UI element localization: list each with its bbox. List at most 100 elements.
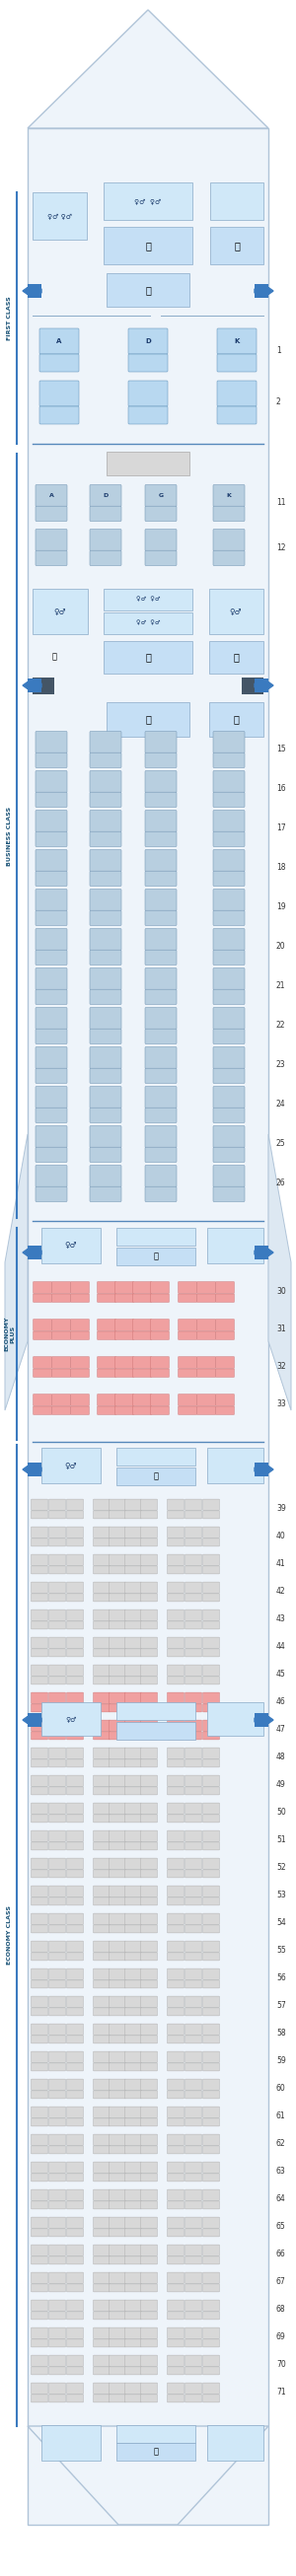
FancyBboxPatch shape [67,2200,83,2210]
FancyBboxPatch shape [109,1566,126,1574]
FancyArrow shape [23,1249,41,1257]
FancyBboxPatch shape [167,2244,184,2257]
FancyBboxPatch shape [197,1293,215,1303]
FancyBboxPatch shape [67,1803,83,1814]
FancyBboxPatch shape [109,2285,126,2293]
FancyBboxPatch shape [90,1007,121,1028]
FancyBboxPatch shape [49,1899,65,1906]
FancyBboxPatch shape [109,1803,126,1814]
FancyBboxPatch shape [203,1968,219,1981]
FancyBboxPatch shape [125,2063,141,2071]
Text: ♀♂: ♀♂ [54,608,66,616]
FancyBboxPatch shape [203,2300,219,2311]
FancyBboxPatch shape [109,1981,126,1989]
Text: 46: 46 [276,1698,286,1708]
FancyBboxPatch shape [185,1566,202,1574]
FancyBboxPatch shape [167,1595,184,1602]
FancyBboxPatch shape [213,850,245,871]
FancyBboxPatch shape [36,1108,67,1123]
Text: ♀♂ ♀♂: ♀♂ ♀♂ [47,214,72,219]
FancyBboxPatch shape [33,1394,52,1406]
FancyBboxPatch shape [49,2063,65,2071]
FancyBboxPatch shape [203,2025,219,2035]
FancyBboxPatch shape [217,407,257,425]
FancyBboxPatch shape [36,871,67,886]
FancyBboxPatch shape [141,2257,157,2264]
FancyBboxPatch shape [71,1319,89,1332]
Text: 🥤: 🥤 [153,1252,158,1260]
FancyBboxPatch shape [213,909,245,925]
FancyBboxPatch shape [125,2035,141,2043]
FancyBboxPatch shape [125,1788,141,1795]
FancyBboxPatch shape [109,1499,126,1510]
FancyBboxPatch shape [93,2063,110,2071]
FancyBboxPatch shape [185,1899,202,1906]
FancyBboxPatch shape [31,1705,48,1713]
FancyBboxPatch shape [145,850,177,871]
FancyBboxPatch shape [197,1406,215,1414]
FancyBboxPatch shape [178,1293,197,1303]
FancyBboxPatch shape [109,1510,126,1520]
FancyBboxPatch shape [185,2174,202,2182]
FancyBboxPatch shape [145,551,177,567]
FancyBboxPatch shape [49,2329,65,2339]
FancyBboxPatch shape [93,1638,110,1649]
FancyBboxPatch shape [49,1677,65,1685]
FancyBboxPatch shape [115,1319,133,1332]
FancyBboxPatch shape [109,1914,126,1924]
FancyBboxPatch shape [167,1803,184,1814]
FancyBboxPatch shape [93,1705,110,1713]
FancyBboxPatch shape [185,2339,202,2347]
FancyBboxPatch shape [185,1610,202,1620]
FancyBboxPatch shape [141,2050,157,2063]
FancyBboxPatch shape [185,2190,202,2200]
FancyBboxPatch shape [49,1620,65,1628]
Bar [116,1448,195,1466]
FancyBboxPatch shape [31,1747,48,1759]
FancyBboxPatch shape [31,2329,48,2339]
FancyBboxPatch shape [125,2257,141,2264]
FancyBboxPatch shape [125,1953,141,1960]
Text: 65: 65 [276,2223,286,2231]
FancyBboxPatch shape [141,1870,157,1878]
FancyBboxPatch shape [141,1759,157,1767]
FancyBboxPatch shape [93,1649,110,1656]
FancyBboxPatch shape [185,2079,202,2089]
FancyBboxPatch shape [67,2218,83,2228]
FancyBboxPatch shape [109,2007,126,2017]
FancyBboxPatch shape [167,1788,184,1795]
FancyBboxPatch shape [185,2228,202,2236]
FancyBboxPatch shape [141,1538,157,1546]
FancyBboxPatch shape [203,1649,219,1656]
Text: K: K [234,337,239,345]
FancyBboxPatch shape [31,2092,48,2099]
FancyBboxPatch shape [67,2257,83,2264]
Text: ♀♂: ♀♂ [230,608,242,616]
FancyBboxPatch shape [67,1731,83,1739]
FancyBboxPatch shape [90,927,121,951]
FancyBboxPatch shape [167,2107,184,2117]
FancyBboxPatch shape [31,2354,48,2367]
FancyBboxPatch shape [115,1406,133,1414]
FancyBboxPatch shape [36,1069,67,1084]
FancyBboxPatch shape [93,1731,110,1739]
FancyBboxPatch shape [109,1759,126,1767]
FancyBboxPatch shape [203,1638,219,1649]
FancyBboxPatch shape [67,2117,83,2125]
FancyBboxPatch shape [109,2228,126,2236]
Bar [255,1247,268,1260]
FancyBboxPatch shape [90,969,121,989]
Text: 42: 42 [276,1587,286,1597]
FancyBboxPatch shape [213,832,245,848]
FancyBboxPatch shape [125,1924,141,1932]
FancyBboxPatch shape [167,2136,184,2146]
FancyBboxPatch shape [125,2117,141,2125]
Text: 🥤: 🥤 [145,652,151,662]
FancyBboxPatch shape [167,1664,184,1677]
FancyBboxPatch shape [90,951,121,966]
FancyBboxPatch shape [125,1981,141,1989]
Text: 26: 26 [276,1180,286,1188]
FancyBboxPatch shape [203,2035,219,2043]
FancyBboxPatch shape [31,1692,48,1703]
FancyBboxPatch shape [167,2079,184,2089]
